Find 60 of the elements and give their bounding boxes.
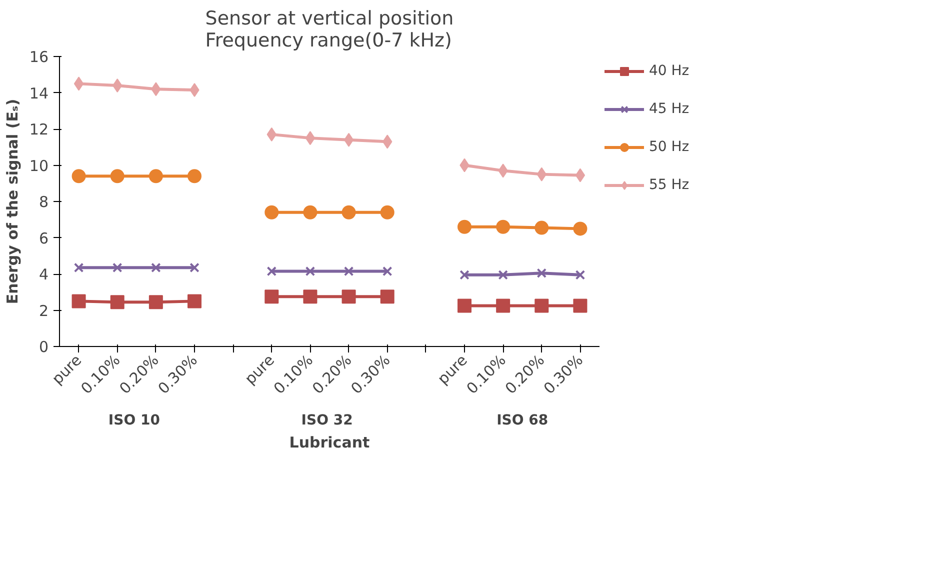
y-tick-label: 6 (38, 229, 49, 248)
y-tick-label: 8 (38, 193, 49, 211)
point (460, 270, 470, 280)
point (264, 205, 279, 220)
point (110, 169, 124, 184)
point (458, 298, 472, 313)
point (342, 290, 356, 304)
point (74, 262, 84, 273)
point (380, 290, 394, 304)
point (303, 290, 318, 304)
y-tick-label: 10 (29, 156, 49, 175)
text: ISO 32 (301, 412, 353, 428)
point (266, 266, 277, 276)
point (148, 295, 163, 310)
point (110, 295, 124, 310)
text: ISO 10 (108, 412, 160, 428)
point (112, 262, 122, 273)
point (382, 266, 392, 276)
legend-label: 55 Hz (649, 177, 690, 193)
chart-title: Sensor at vertical position Frequency range(0-7 kHz) (205, 8, 454, 52)
point (496, 298, 510, 313)
y-tick-label: 16 (29, 48, 49, 66)
y-tick-label: 2 (38, 302, 49, 320)
point (188, 169, 202, 184)
legend-label: 40 Hz (649, 63, 690, 79)
point (303, 205, 318, 220)
point (72, 294, 86, 308)
y-axis-title: Energy of the signal (Eₛ) (3, 98, 22, 304)
point (573, 298, 588, 313)
y-tick-label: 12 (29, 120, 49, 138)
x-axis-title: Lubricant (289, 434, 370, 452)
point (344, 132, 354, 147)
legend-label: 45 Hz (649, 101, 690, 117)
point (72, 169, 86, 184)
point (534, 298, 549, 313)
point (342, 205, 356, 220)
point (148, 169, 163, 184)
point (74, 76, 84, 91)
point (305, 266, 316, 276)
point (534, 220, 549, 235)
point (380, 205, 394, 220)
point (305, 131, 316, 146)
y-tick-label: 0 (38, 338, 49, 356)
point (264, 290, 279, 304)
y-tick-label: 14 (29, 84, 49, 102)
point (151, 262, 161, 273)
point (190, 262, 200, 273)
legend-label: 50 Hz (649, 139, 690, 155)
point (498, 270, 508, 280)
point (496, 220, 510, 234)
point (112, 78, 122, 92)
text: ISO 68 (496, 412, 548, 428)
point (575, 270, 586, 280)
point (188, 294, 202, 308)
point (575, 168, 586, 182)
point (458, 220, 472, 234)
y-tick-label: 4 (38, 266, 49, 284)
point (536, 268, 547, 278)
point (573, 222, 588, 236)
point (344, 266, 354, 276)
